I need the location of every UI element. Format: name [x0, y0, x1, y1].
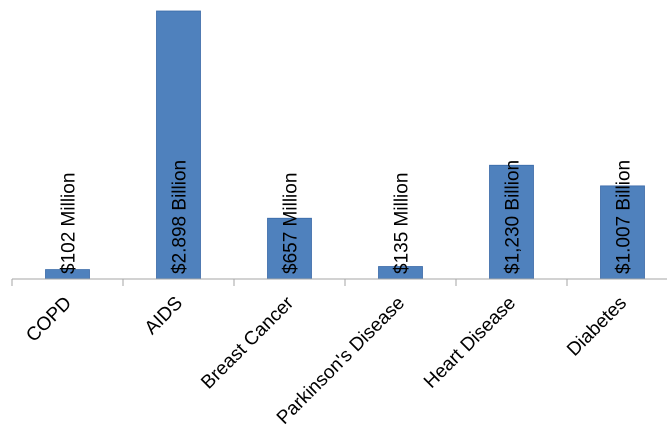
category-label: COPD: [22, 293, 76, 347]
category-label: Heart Disease: [420, 293, 520, 393]
category-label: Breast Cancer: [197, 292, 298, 393]
data-label: $657 Million: [281, 173, 302, 274]
category-label: AIDS: [141, 293, 187, 339]
data-label: $102 Million: [59, 173, 80, 274]
data-label: $2.898 Billion: [170, 160, 191, 274]
data-label: $1.007 Billion: [614, 160, 635, 274]
data-labels-layer: $102 Million $2.898 Billion $657 Million $1…: [59, 160, 635, 274]
bars-layer: [45, 10, 645, 280]
data-label: $1,230 Billion: [503, 160, 524, 274]
data-label: $135 Million: [392, 173, 413, 274]
x-axis: [11, 278, 667, 286]
category-label: Diabetes: [563, 293, 631, 361]
category-label: Parkinson's Disease: [273, 293, 409, 429]
bar: [156, 10, 201, 280]
